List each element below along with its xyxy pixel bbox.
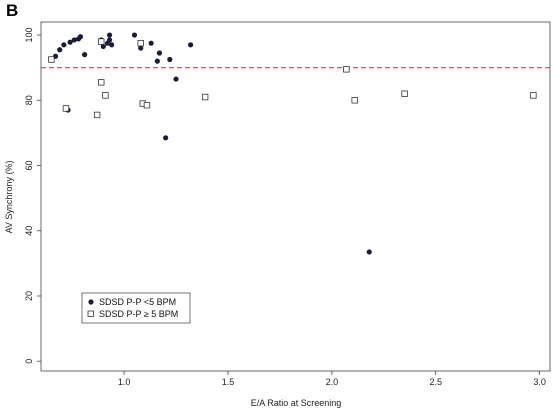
y-axis: 0 20 40 60 80 100 <box>24 28 41 364</box>
point-series-2 <box>102 92 109 99</box>
point-series-1 <box>106 32 113 38</box>
legend: SDSD P-P <5 BPM SDSD P-P ≥ 5 BPM <box>81 292 191 324</box>
point-series-2 <box>93 111 101 119</box>
legend-box <box>81 292 191 324</box>
y-tick-label: 80 <box>24 95 34 105</box>
x-axis: 1.0 1.5 2.0 2.5 3.0 <box>118 371 546 387</box>
point-series-1 <box>77 34 84 40</box>
point-series-1 <box>163 135 169 141</box>
legend-marker-series-1 <box>88 299 94 305</box>
point-series-1 <box>82 52 88 58</box>
point-series-1 <box>154 58 160 64</box>
point-series-1 <box>71 37 77 43</box>
x-tick-label: 3.0 <box>533 377 546 387</box>
x-tick-label: 2.0 <box>326 377 339 387</box>
x-tick-label: 2.5 <box>429 377 442 387</box>
point-series-2 <box>343 66 350 73</box>
x-tick-label: 1.5 <box>222 377 235 387</box>
point-series-1 <box>173 76 179 82</box>
point-series-2 <box>401 90 408 97</box>
plot-frame <box>40 21 551 372</box>
point-series-1 <box>167 56 173 63</box>
point-series-1 <box>138 45 144 51</box>
point-series-2 <box>98 79 105 86</box>
point-series-1 <box>100 43 106 50</box>
y-tick-label: 60 <box>24 161 34 171</box>
point-series-1 <box>148 40 154 46</box>
panel-label: B <box>6 1 19 20</box>
legend-label-series-2: SDSD P-P ≥ 5 BPM <box>99 309 178 319</box>
point-series-1 <box>187 42 194 48</box>
point-series-2 <box>530 92 537 99</box>
point-series-2 <box>48 56 55 63</box>
point-series-1 <box>156 50 163 56</box>
legend-marker-series-2 <box>87 310 94 317</box>
x-tick-label: 1.0 <box>118 377 131 387</box>
point-series-1 <box>131 32 138 38</box>
y-axis-title: AV Synchrony (%) <box>4 161 14 234</box>
data-points <box>48 32 537 255</box>
y-tick-label: 40 <box>24 226 34 236</box>
point-series-1 <box>366 249 372 255</box>
point-series-2 <box>143 101 151 109</box>
y-tick-label: 20 <box>24 291 34 301</box>
point-series-1 <box>109 42 115 48</box>
point-series-2 <box>201 93 209 101</box>
point-series-2 <box>62 105 70 112</box>
x-axis-title: E/A Ratio at Screening <box>251 398 342 408</box>
point-series-1 <box>67 39 73 45</box>
point-series-1 <box>106 37 113 43</box>
point-series-2 <box>351 97 358 104</box>
point-series-1 <box>61 42 67 48</box>
legend-label-series-1: SDSD P-P <5 BPM <box>99 297 176 307</box>
point-series-2 <box>98 38 105 45</box>
y-tick-label: 100 <box>24 28 34 43</box>
point-series-2 <box>137 40 144 47</box>
point-series-1 <box>57 47 63 53</box>
y-tick-label: 0 <box>24 359 34 364</box>
